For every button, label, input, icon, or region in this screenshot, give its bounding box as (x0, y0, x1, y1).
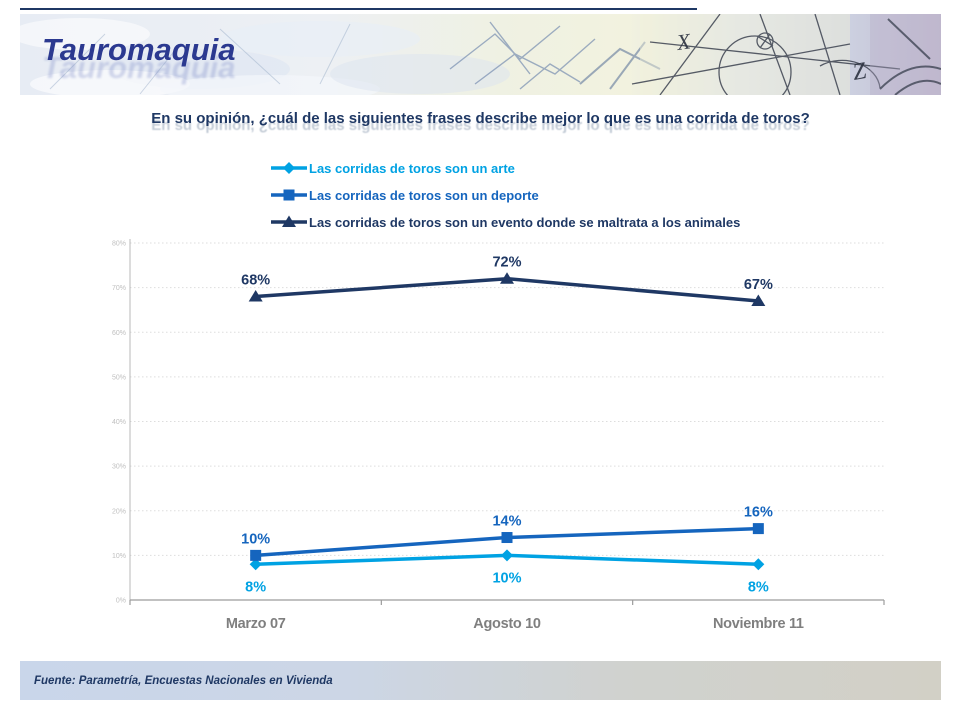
svg-text:14%: 14% (492, 514, 521, 530)
svg-text:60%: 60% (112, 330, 126, 337)
svg-text:10%: 10% (492, 570, 521, 586)
svg-text:8%: 8% (245, 579, 266, 595)
legend-label: Las corridas de toros son un arte (309, 160, 515, 176)
series-diamond: 8% 10% 8% (245, 549, 769, 595)
question-block: En su opinión, ¿cuál de las siguientes f… (0, 106, 961, 146)
top-accent-line (20, 8, 697, 10)
chart: 0% 10% 20% 30% 40% 50% 60% 70% 80% Marzo 07 Agosto… (105, 236, 905, 636)
legend-label: Las corridas de toros son un deporte (309, 187, 539, 203)
svg-text:10%: 10% (112, 553, 126, 560)
svg-text:Z: Z (851, 58, 869, 86)
source-text: Fuente: Parametría, Encuestas Nacionales… (34, 674, 333, 687)
legend-item-maltrata: Las corridas de toros son un evento dond… (271, 214, 741, 230)
svg-text:0%: 0% (116, 598, 126, 605)
svg-text:68%: 68% (241, 273, 270, 289)
square-marker-icon (271, 189, 307, 201)
legend-label: Las corridas de toros son un evento dond… (309, 214, 741, 230)
svg-text:50%: 50% (112, 374, 126, 381)
legend-item-deporte: Las corridas de toros son un deporte (271, 187, 740, 203)
series-triangle: 68% 72% 67% (241, 255, 773, 307)
page-title: Tauromaquia (42, 32, 236, 67)
svg-text:8%: 8% (748, 579, 769, 595)
svg-text:67%: 67% (744, 277, 773, 293)
series-square: 10% 14% 16% (241, 505, 773, 561)
svg-text:70%: 70% (112, 285, 126, 292)
diamond-marker-icon (271, 162, 307, 174)
triangle-marker-icon (271, 215, 307, 227)
svg-text:72%: 72% (492, 255, 521, 271)
chart-plot-area: 0% 10% 20% 30% 40% 50% 60% 70% 80% Marzo 07 Agosto… (112, 239, 885, 632)
svg-text:Noviembre 11: Noviembre 11 (713, 616, 804, 632)
chart-legend: Las corridas de toros son un arte Las co… (271, 161, 740, 242)
svg-text:30%: 30% (112, 464, 126, 471)
svg-text:Agosto 10: Agosto 10 (473, 616, 541, 632)
svg-text:80%: 80% (112, 241, 126, 248)
header-banner: X Z Tauromaquia Tauromaquia (20, 14, 941, 95)
question-title-shadow: En su opinión, ¿cuál de las siguientes f… (151, 117, 810, 134)
legend-item-arte: Las corridas de toros son un arte (271, 160, 740, 176)
page-title-reflection: Tauromaquia (42, 50, 236, 85)
footer-bar: Fuente: Parametría, Encuestas Nacionales… (20, 661, 941, 700)
svg-text:Marzo 07: Marzo 07 (226, 616, 286, 632)
svg-text:40%: 40% (112, 419, 126, 426)
svg-text:X: X (674, 28, 693, 55)
svg-text:20%: 20% (112, 508, 126, 515)
question-title: En su opinión, ¿cuál de las siguientes f… (151, 110, 810, 127)
svg-text:10%: 10% (241, 531, 270, 547)
header-banner-art: X Z (20, 14, 941, 95)
svg-text:16%: 16% (744, 505, 773, 521)
